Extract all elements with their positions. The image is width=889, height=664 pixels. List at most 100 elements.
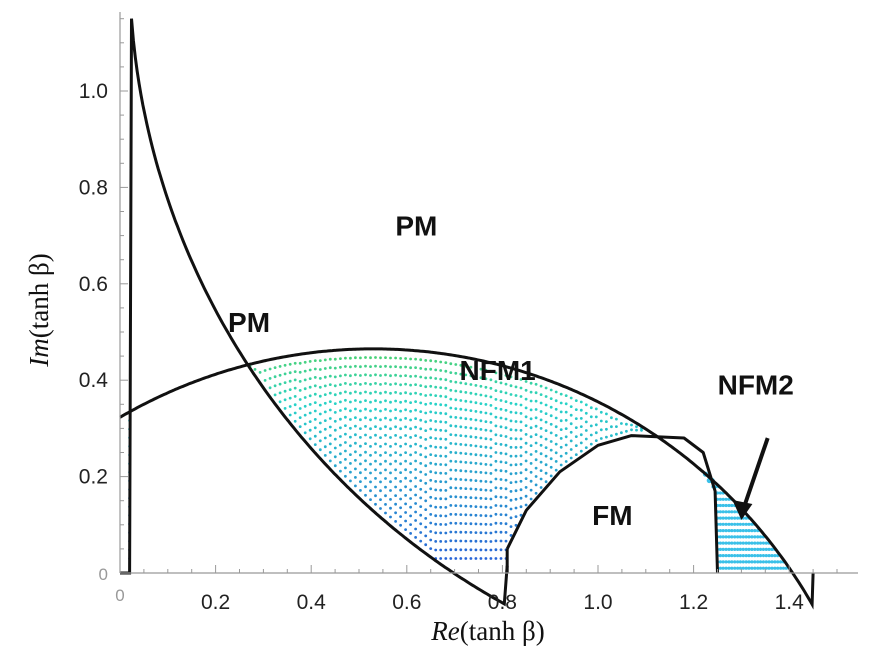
nfm1-dot (379, 374, 382, 377)
nfm1-dot (384, 373, 387, 377)
nfm1-dot (429, 402, 433, 405)
nfm1-dot (323, 419, 327, 422)
nfm1-dot (474, 505, 478, 508)
nfm1-dot (469, 374, 473, 378)
nfm1-dot (303, 360, 307, 364)
nfm1-dot (419, 392, 423, 396)
nfm1-dot (414, 425, 417, 429)
nfm1-dot (574, 426, 578, 429)
nfm1-dot (399, 515, 402, 518)
nfm1-dot (564, 410, 568, 414)
nfm1-dot (459, 416, 463, 420)
nfm2-dot (741, 541, 745, 545)
nfm1-dot (569, 456, 573, 460)
nfm1-dot (298, 370, 302, 374)
nfm1-dot (509, 454, 513, 458)
nfm1-dot (539, 460, 543, 464)
nfm1-dot (399, 506, 402, 510)
nfm1-dot (479, 367, 483, 371)
nfm1-dot (474, 470, 478, 474)
nfm1-dot (454, 407, 458, 410)
nfm1-dot (434, 540, 438, 543)
nfm1-dot (514, 454, 518, 458)
nfm2-dot (724, 503, 728, 508)
nfm1-dot (459, 469, 463, 473)
nfm1-dot (464, 548, 468, 552)
nfm1-dot (514, 472, 518, 475)
nfm1-dot (404, 399, 407, 403)
nfm1-dot (384, 511, 387, 515)
nfm1-dot (610, 425, 613, 429)
nfm1-dot (439, 377, 443, 381)
nfm2-dot (744, 516, 748, 520)
nfm2-dot (721, 541, 725, 545)
nfm1-dot (549, 414, 553, 418)
nfm2-dot (758, 560, 763, 564)
nfm2-dot (747, 529, 751, 533)
nfm1-dot (559, 410, 563, 414)
nfm1-dot (394, 477, 397, 480)
nfm1-dot (389, 418, 392, 422)
nfm1-dot (328, 408, 332, 412)
nfm1-dot (444, 446, 448, 450)
nfm1-dot (504, 487, 508, 491)
phase-boundaries (119, 18, 815, 610)
nfm2-dot (730, 522, 734, 526)
nfm1-dot (369, 445, 372, 448)
nfm2-dot (761, 541, 766, 545)
nfm2-dot (747, 560, 751, 564)
nfm1-dot (379, 365, 382, 368)
nfm1-dot (364, 407, 367, 411)
nfm1-dot (464, 487, 468, 490)
nfm1-dot (389, 462, 392, 466)
nfm1-dot (399, 523, 402, 527)
nfm1-dot (313, 392, 317, 396)
nfm1-dot (444, 429, 448, 433)
nfm1-dot (414, 468, 417, 471)
nfm1-dot (374, 451, 377, 454)
nfm1-dot (509, 401, 513, 405)
nfm1-dot (514, 463, 518, 467)
nfm1-dot (359, 471, 362, 475)
nfm1-dot (599, 419, 603, 423)
nfm1-dot (494, 398, 498, 401)
nfm2-dot (750, 529, 754, 533)
nfm1-dot (308, 420, 312, 423)
nfm1-dot (434, 377, 438, 380)
nfm1-dot (494, 486, 498, 490)
nfm2-dot (741, 560, 745, 564)
nfm1-dot (258, 371, 262, 374)
nfm1-dot (454, 363, 458, 366)
nfm1-dot (625, 422, 628, 426)
nfm1-dot (268, 367, 272, 371)
nfm1-dot (409, 470, 412, 474)
nfm1-dot (339, 409, 342, 412)
nfm1-dot (333, 384, 337, 388)
nfm1-dot (539, 401, 543, 405)
nfm2-dot (747, 566, 751, 570)
nfm1-dot (414, 510, 417, 514)
nfm1-dot (454, 548, 458, 552)
nfm1-dot (444, 403, 448, 407)
nfm1-dot (318, 421, 322, 425)
nfm1-dot (444, 395, 448, 399)
nfm1-dot (394, 451, 397, 454)
nfm1-dot (464, 426, 468, 429)
nfm1-dot (489, 369, 493, 373)
nfm1-dot (374, 459, 377, 463)
nfm1-dot (389, 515, 392, 519)
nfm1-dot (313, 401, 317, 404)
nfm1-dot (615, 432, 618, 436)
nfm1-dot (549, 465, 553, 469)
nfm1-dot (469, 478, 473, 482)
nfm1-dot (640, 428, 643, 432)
nfm1-dot (544, 437, 548, 441)
nfm1-dot (394, 468, 397, 472)
nfm1-dot (419, 522, 423, 526)
nfm1-dot (569, 396, 573, 400)
nfm1-dot (344, 356, 347, 360)
nfm2-dot (738, 522, 743, 526)
nfm1-dot (313, 359, 317, 362)
nfm1-dot (298, 416, 302, 419)
nfm1-dot (379, 462, 382, 466)
